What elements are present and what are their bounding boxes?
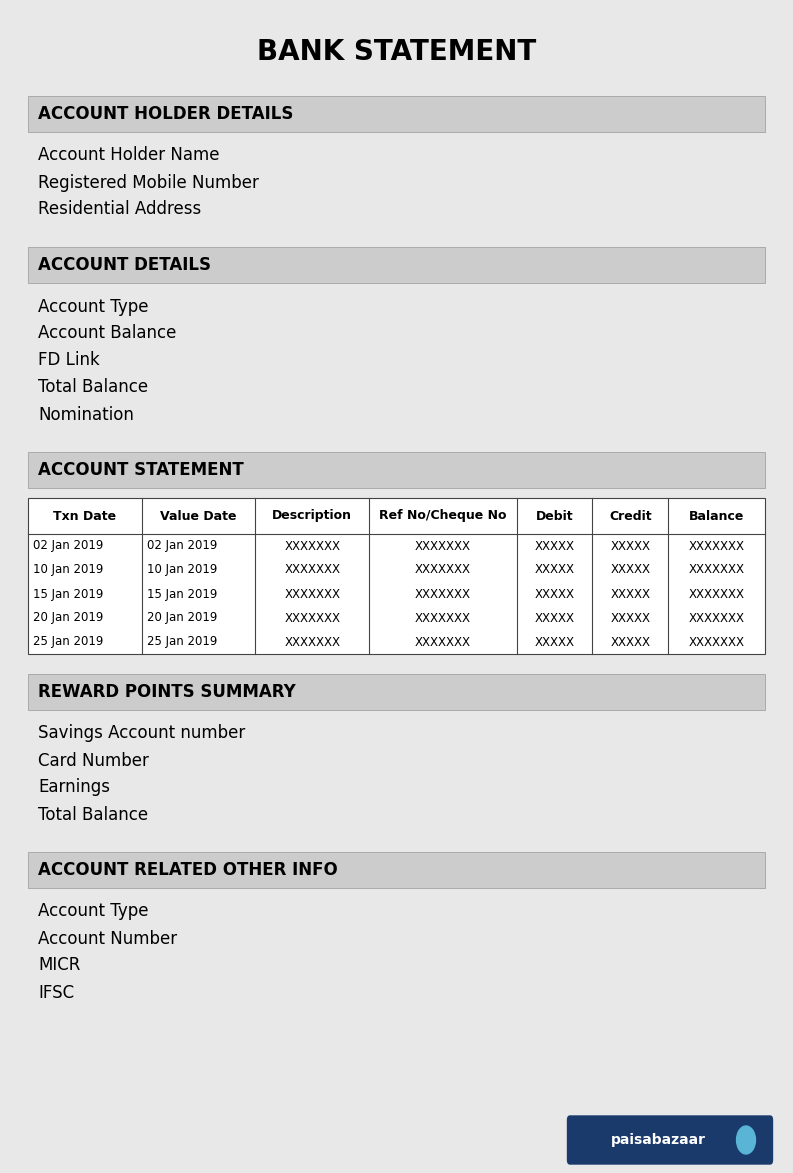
Text: 15 Jan 2019: 15 Jan 2019 [33,588,103,601]
Text: Account Type: Account Type [38,298,148,316]
Text: Account Balance: Account Balance [38,325,176,343]
Text: Residential Address: Residential Address [38,201,201,218]
FancyBboxPatch shape [567,1116,773,1165]
Text: XXXXX: XXXXX [611,563,650,576]
Text: XXXXX: XXXXX [534,540,574,552]
Text: XXXXXXX: XXXXXXX [284,611,340,624]
Text: Description: Description [272,509,352,522]
Text: XXXXXXX: XXXXXXX [284,588,340,601]
Text: paisabazaar: paisabazaar [611,1133,706,1147]
Text: 10 Jan 2019: 10 Jan 2019 [33,563,103,576]
FancyBboxPatch shape [28,852,765,888]
Text: XXXXXXX: XXXXXXX [415,636,471,649]
Text: ACCOUNT HOLDER DETAILS: ACCOUNT HOLDER DETAILS [38,106,293,123]
Text: 02 Jan 2019: 02 Jan 2019 [33,540,103,552]
Text: BANK STATEMENT: BANK STATEMENT [257,38,536,66]
Text: REWARD POINTS SUMMARY: REWARD POINTS SUMMARY [38,683,296,701]
Text: Earnings: Earnings [38,779,110,796]
Text: 20 Jan 2019: 20 Jan 2019 [33,611,103,624]
Text: Balance: Balance [689,509,745,522]
Text: 25 Jan 2019: 25 Jan 2019 [33,636,103,649]
Text: XXXXXXX: XXXXXXX [284,540,340,552]
Text: XXXXX: XXXXX [611,540,650,552]
Text: 20 Jan 2019: 20 Jan 2019 [147,611,217,624]
Text: Account Type: Account Type [38,902,148,921]
Text: XXXXXXX: XXXXXXX [688,540,745,552]
Text: XXXXXXX: XXXXXXX [415,540,471,552]
Text: Credit: Credit [609,509,652,522]
FancyBboxPatch shape [28,452,765,488]
Text: XXXXXXX: XXXXXXX [284,636,340,649]
Text: XXXXXXX: XXXXXXX [415,563,471,576]
Text: Total Balance: Total Balance [38,806,148,823]
Text: XXXXXXX: XXXXXXX [688,588,745,601]
Text: XXXXXXX: XXXXXXX [415,588,471,601]
Text: XXXXX: XXXXX [534,611,574,624]
Text: 10 Jan 2019: 10 Jan 2019 [147,563,217,576]
Text: XXXXX: XXXXX [534,636,574,649]
Text: ACCOUNT STATEMENT: ACCOUNT STATEMENT [38,461,243,479]
Text: XXXXX: XXXXX [611,611,650,624]
Text: XXXXXXX: XXXXXXX [688,611,745,624]
Text: XXXXXXX: XXXXXXX [284,563,340,576]
Text: Nomination: Nomination [38,406,134,423]
Text: Debit: Debit [535,509,573,522]
Text: 02 Jan 2019: 02 Jan 2019 [147,540,217,552]
Text: Total Balance: Total Balance [38,379,148,396]
FancyBboxPatch shape [28,96,765,133]
Text: 15 Jan 2019: 15 Jan 2019 [147,588,217,601]
Text: Account Number: Account Number [38,929,177,948]
Text: ACCOUNT DETAILS: ACCOUNT DETAILS [38,256,211,274]
Text: 25 Jan 2019: 25 Jan 2019 [147,636,217,649]
Text: Card Number: Card Number [38,752,149,769]
Text: Savings Account number: Savings Account number [38,725,245,743]
FancyBboxPatch shape [28,499,765,655]
Text: ACCOUNT RELATED OTHER INFO: ACCOUNT RELATED OTHER INFO [38,861,338,879]
Text: XXXXX: XXXXX [534,588,574,601]
Text: XXXXXXX: XXXXXXX [688,636,745,649]
Text: XXXXXXX: XXXXXXX [415,611,471,624]
Text: XXXXX: XXXXX [534,563,574,576]
Circle shape [737,1126,756,1154]
Text: XXXXX: XXXXX [611,636,650,649]
Text: XXXXXXX: XXXXXXX [688,563,745,576]
FancyBboxPatch shape [28,248,765,283]
Text: FD Link: FD Link [38,352,100,369]
Text: Txn Date: Txn Date [53,509,117,522]
Text: .com: .com [737,1137,756,1143]
Text: XXXXX: XXXXX [611,588,650,601]
Text: Value Date: Value Date [160,509,237,522]
FancyBboxPatch shape [28,674,765,710]
Text: Ref No/Cheque No: Ref No/Cheque No [379,509,507,522]
Text: IFSC: IFSC [38,983,74,1002]
Text: MICR: MICR [38,956,80,975]
Text: Account Holder Name: Account Holder Name [38,147,220,164]
Text: Registered Mobile Number: Registered Mobile Number [38,174,259,191]
